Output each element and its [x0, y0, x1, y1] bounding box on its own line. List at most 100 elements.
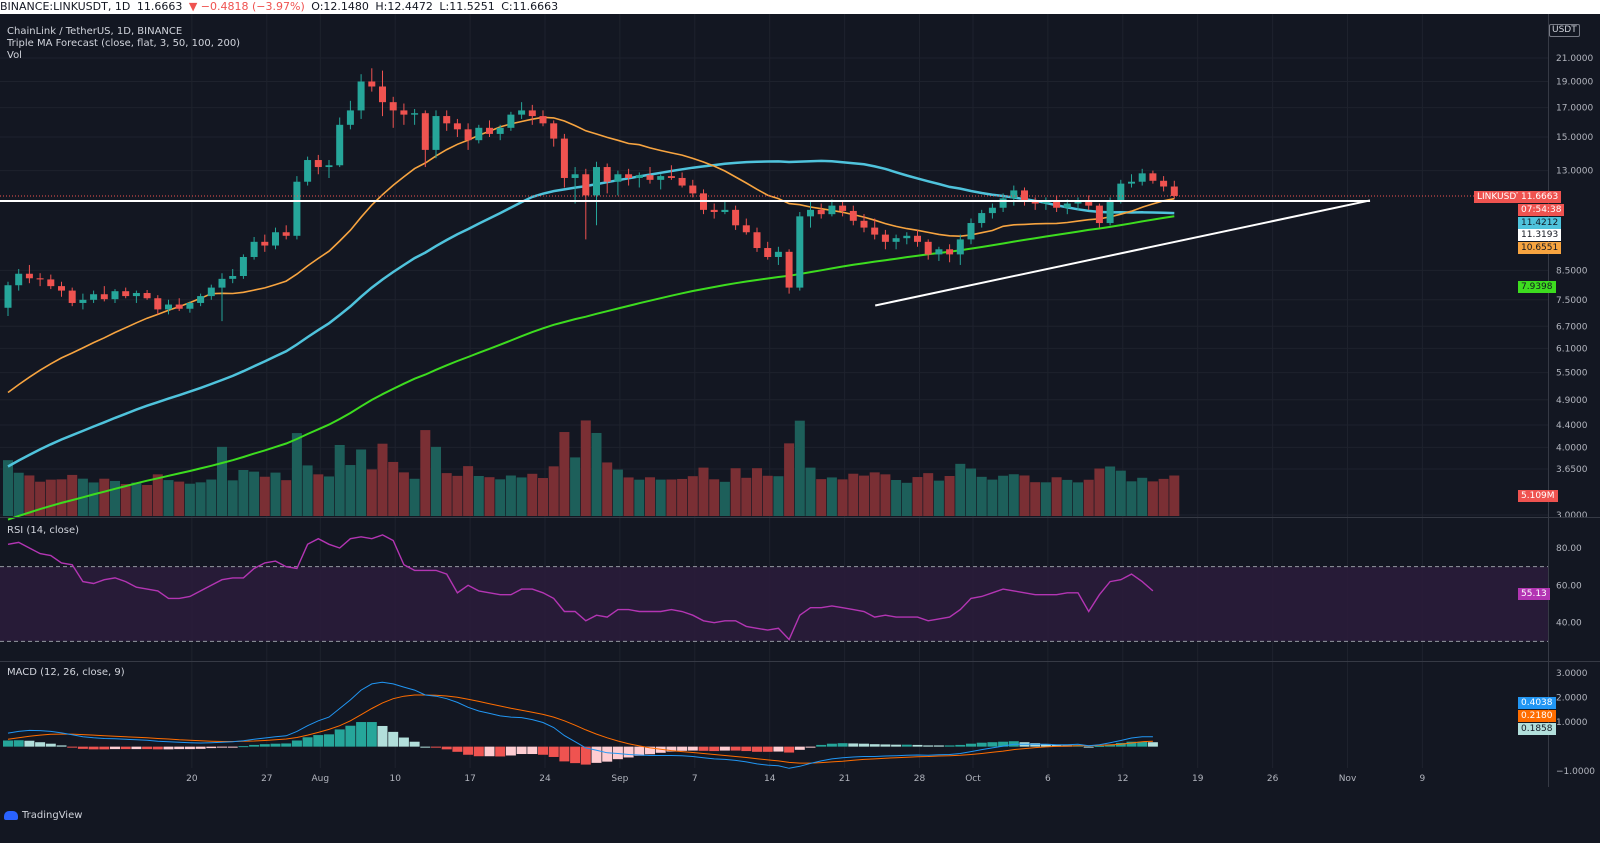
- macd-histogram-bar: [302, 737, 313, 747]
- candle-body: [314, 160, 322, 168]
- volume-bar: [794, 420, 805, 516]
- time-tick-label: 27: [261, 774, 272, 784]
- macd-histogram-bar: [13, 740, 24, 747]
- macd-histogram-bar: [891, 744, 902, 747]
- symbol-name[interactable]: BINANCE:LINKUSDT, 1D: [0, 0, 131, 13]
- rsi-line: [7, 534, 1154, 641]
- candle-body: [528, 110, 536, 117]
- volume-bar: [955, 463, 966, 516]
- candle-body: [122, 291, 130, 297]
- volume-bar: [762, 475, 773, 516]
- price-tick-label: 5.5000: [1556, 369, 1588, 379]
- volume-bar: [259, 476, 270, 516]
- candle-body: [379, 86, 386, 103]
- ma-study-label[interactable]: Triple MA Forecast (close, flat, 3, 50, …: [7, 38, 241, 49]
- candle-body: [443, 116, 451, 124]
- volume-bar: [901, 482, 912, 516]
- volume-bar: [484, 477, 495, 516]
- candle-body: [1160, 180, 1168, 187]
- volume-bar: [1105, 466, 1116, 516]
- macd-histogram-bar: [912, 744, 923, 747]
- candle-body: [346, 110, 354, 125]
- candle-body: [1095, 205, 1103, 224]
- volume-bar: [281, 480, 292, 516]
- volume-bar: [548, 466, 559, 516]
- candle-body: [625, 174, 633, 178]
- volume-bar: [388, 461, 399, 516]
- macd-histogram-bar: [709, 746, 720, 752]
- candle-body: [1170, 186, 1178, 196]
- volume-bar: [1030, 482, 1041, 516]
- candle-body: [774, 251, 782, 257]
- macd-histogram-bar: [270, 743, 281, 747]
- rsi-pane-divider[interactable]: [0, 517, 1600, 518]
- volume-bar: [891, 480, 902, 516]
- rsi-tick-label: 40.00: [1556, 619, 1582, 629]
- price-tick-label: 4.0000: [1556, 443, 1588, 453]
- candle-body: [432, 116, 440, 150]
- currency-unit-badge[interactable]: USDT: [1549, 24, 1580, 37]
- volume-bar: [709, 479, 720, 516]
- candle-body: [1085, 200, 1093, 206]
- candle-body: [1042, 201, 1050, 204]
- candle-body: [239, 256, 247, 277]
- volume-bar: [698, 467, 709, 516]
- volume-bar: [1126, 481, 1137, 516]
- volume-bar: [195, 482, 206, 516]
- volume-study-label[interactable]: Vol: [7, 50, 22, 61]
- candle-body: [721, 209, 729, 213]
- macd-histogram-bar: [976, 742, 987, 747]
- macd-histogram-bar: [602, 746, 613, 762]
- candle-body: [560, 138, 568, 178]
- candle-body: [903, 235, 911, 239]
- volume-bar: [206, 479, 217, 516]
- candle-body: [165, 304, 172, 310]
- macd-histogram-bar: [859, 743, 869, 747]
- macd-histogram-bar: [441, 746, 452, 750]
- macd-histogram-bar: [377, 725, 388, 747]
- macd-histogram-bar: [826, 743, 837, 747]
- volume-bar: [227, 480, 238, 516]
- rsi-study-label[interactable]: RSI (14, close): [7, 525, 80, 536]
- macd-histogram-bar: [120, 746, 131, 750]
- macd-pane: [3, 681, 1158, 769]
- candle-body: [36, 278, 44, 280]
- candle-body: [924, 241, 932, 255]
- volume-bar: [805, 467, 816, 516]
- macd-histogram-bar: [1040, 743, 1051, 747]
- volume-bar: [730, 468, 741, 516]
- volume-bar: [3, 460, 13, 516]
- chart-title[interactable]: ChainLink / TetherUS, 1D, BINANCE: [7, 26, 183, 37]
- volume-bar: [56, 479, 67, 516]
- volume-bar: [24, 475, 35, 516]
- macd-histogram-bar: [110, 746, 120, 750]
- candle-body: [250, 241, 258, 257]
- tradingview-logo[interactable]: TradingView: [4, 810, 82, 821]
- macd-histogram-bar: [794, 746, 805, 750]
- candle-body: [218, 278, 226, 288]
- volume-bar: [1147, 481, 1158, 516]
- macd-histogram-bar: [612, 746, 623, 760]
- volume-bar: [131, 482, 142, 516]
- volume-bar: [495, 479, 506, 516]
- candle-body: [732, 209, 740, 226]
- candle-body: [881, 234, 889, 242]
- candle-body: [892, 238, 900, 242]
- volume-bar: [238, 470, 249, 516]
- volume-bars: [3, 420, 1180, 516]
- moving-averages: [7, 116, 1175, 521]
- volume-bar: [773, 476, 784, 516]
- macd-pane-divider[interactable]: [0, 661, 1600, 662]
- candle-body: [667, 176, 675, 178]
- price-tick-label: 17.0000: [1556, 104, 1593, 114]
- macd-histogram-bar: [484, 746, 495, 757]
- macd-study-label[interactable]: MACD (12, 26, close, 9): [7, 667, 125, 678]
- candle-body: [143, 293, 151, 299]
- price-axis-border: [1548, 14, 1549, 787]
- volume-bar: [1062, 479, 1073, 516]
- macd-histogram-bar: [184, 746, 195, 750]
- candle-body: [956, 239, 964, 255]
- volume-bar: [1158, 478, 1169, 516]
- last-price: 11.6663: [136, 0, 183, 13]
